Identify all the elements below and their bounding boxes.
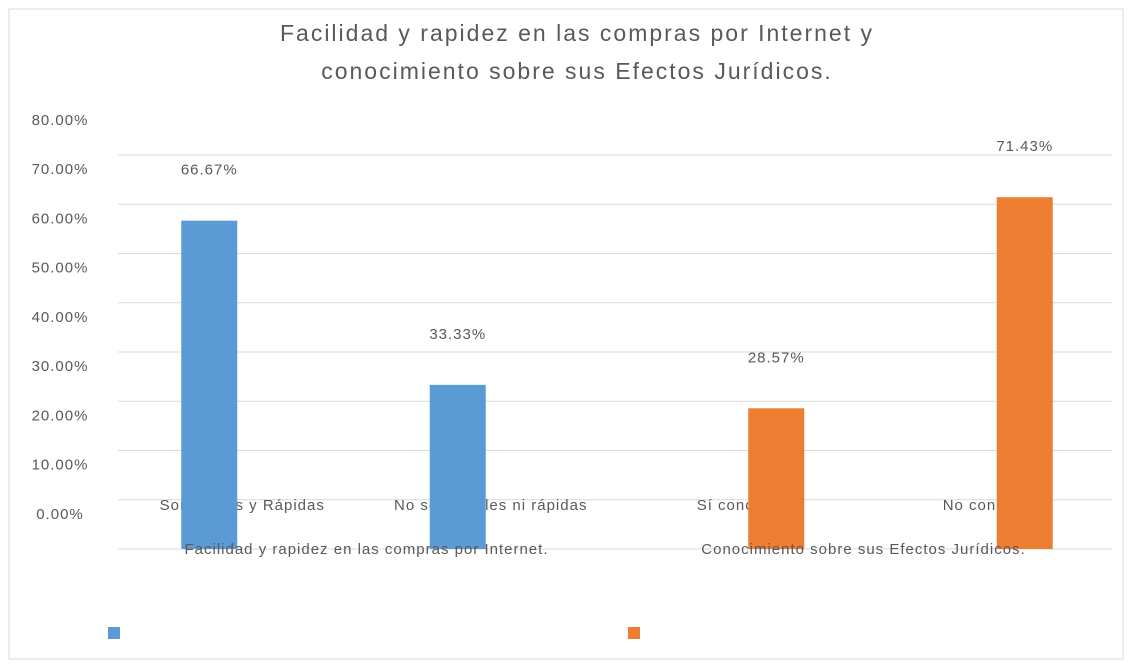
y-tick-label: 20.00% — [32, 407, 89, 424]
group-label: Facilidad y rapidez en las compras por I… — [185, 541, 549, 558]
data-label: 66.67% — [181, 162, 238, 179]
chart-border — [8, 8, 1124, 660]
y-tick-label: 30.00% — [32, 358, 89, 375]
bar — [181, 220, 238, 549]
y-tick-label: 10.00% — [32, 457, 89, 474]
y-tick-label: 60.00% — [32, 210, 89, 227]
data-label: 33.33% — [429, 326, 486, 343]
bar — [996, 197, 1053, 549]
legend-swatch — [108, 627, 120, 639]
legend-swatch — [628, 627, 640, 639]
bar — [429, 384, 486, 549]
data-label: 28.57% — [748, 349, 805, 366]
y-tick-label: 80.00% — [32, 112, 89, 129]
data-label: 71.43% — [996, 138, 1053, 155]
y-tick-label: 50.00% — [32, 260, 89, 277]
y-tick-label: 70.00% — [32, 161, 89, 178]
group-label: Conocimiento sobre sus Efectos Jurídicos… — [701, 541, 1025, 558]
y-tick-label: 0.00% — [36, 506, 84, 523]
chart-title: conocimiento sobre sus Efectos Jurídicos… — [321, 58, 833, 84]
y-tick-label: 40.00% — [32, 309, 89, 326]
chart-title: Facilidad y rapidez en las compras por I… — [280, 20, 874, 46]
bar — [748, 408, 805, 549]
x-tick-label: No son Fáciles ni rápidas — [394, 497, 587, 514]
